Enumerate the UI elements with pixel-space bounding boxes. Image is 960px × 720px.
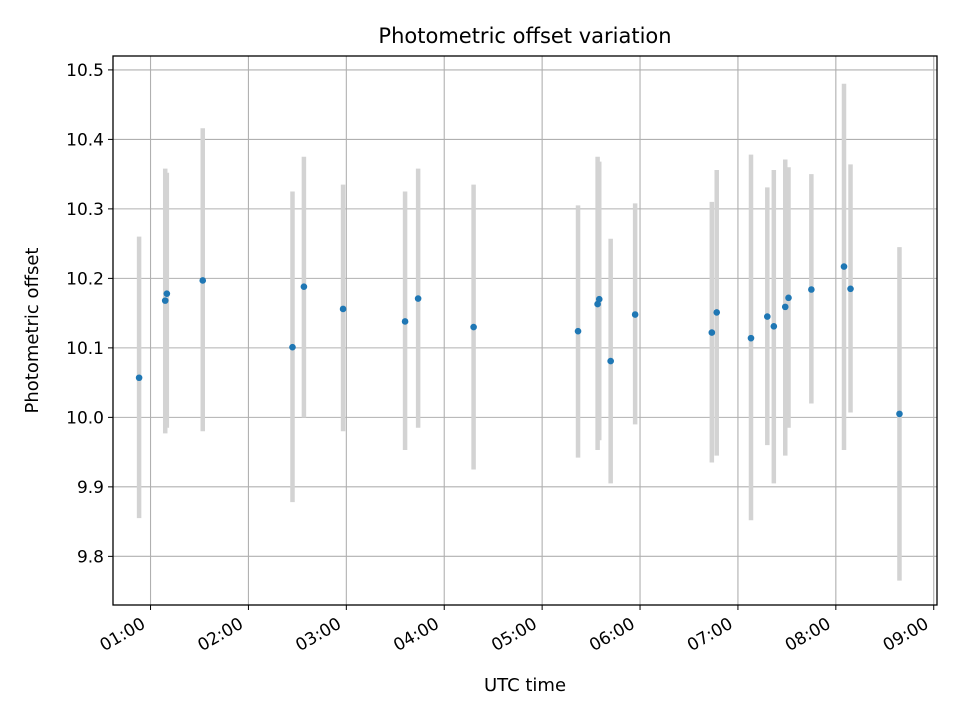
chart-title: Photometric offset variation [378,24,671,48]
data-point [781,303,789,311]
error-bars [136,83,902,581]
data-point [161,297,169,304]
data-point [896,410,903,418]
y-tick-label: 10.3 [66,200,104,220]
x-tick-label: 04:00 [390,614,442,656]
data-point [713,309,721,316]
data-point [163,290,171,297]
data-point [339,305,347,313]
data-point [401,318,409,325]
data-point [470,323,477,331]
data-point [785,294,792,302]
y-tick-label: 10.4 [66,130,104,150]
y-tick-label: 10.2 [66,269,104,289]
y-tick-label: 9.8 [77,547,104,567]
data-point [708,329,716,336]
data-point [414,295,422,302]
data-point [300,283,308,291]
data-point [764,313,771,320]
data-point [840,263,848,270]
data-point [199,277,207,284]
x-tick-label: 06:00 [586,614,638,656]
y-tick-label: 10.5 [66,61,104,81]
x-tick-label: 09:00 [880,614,932,656]
x-tick-label: 07:00 [684,614,736,656]
data-point [574,327,582,335]
x-tick-label: 08:00 [782,614,834,656]
data-point [289,343,296,351]
data-point [135,374,143,382]
y-tick-label: 9.9 [77,478,104,498]
x-tick-label: 03:00 [292,614,344,656]
data-point [607,357,614,365]
y-axis-label: Photometric offset [22,248,43,414]
x-tick-label: 02:00 [194,614,246,656]
x-axis-ticks: 01:00 02:00 03:00 04:00 05:00 06:00 07:00 08:00… [97,605,935,656]
plot-frame [112,55,938,606]
data-point [747,334,755,342]
x-tick-label: 01:00 [97,614,149,656]
y-axis-ticks: 9.8 9.9 10.0 10.1 10.2 10.3 10.4 10.5 [66,61,113,567]
grid-lines [113,56,937,605]
data-point [847,285,854,293]
x-tick-label: 05:00 [488,614,540,656]
data-point [808,286,815,293]
y-tick-label: 10.0 [66,408,104,428]
data-point [631,311,639,318]
data-points [135,263,903,418]
data-point [595,295,603,303]
x-axis-label: UTC time [484,675,566,696]
data-point [770,323,778,330]
y-tick-label: 10.1 [66,339,104,359]
